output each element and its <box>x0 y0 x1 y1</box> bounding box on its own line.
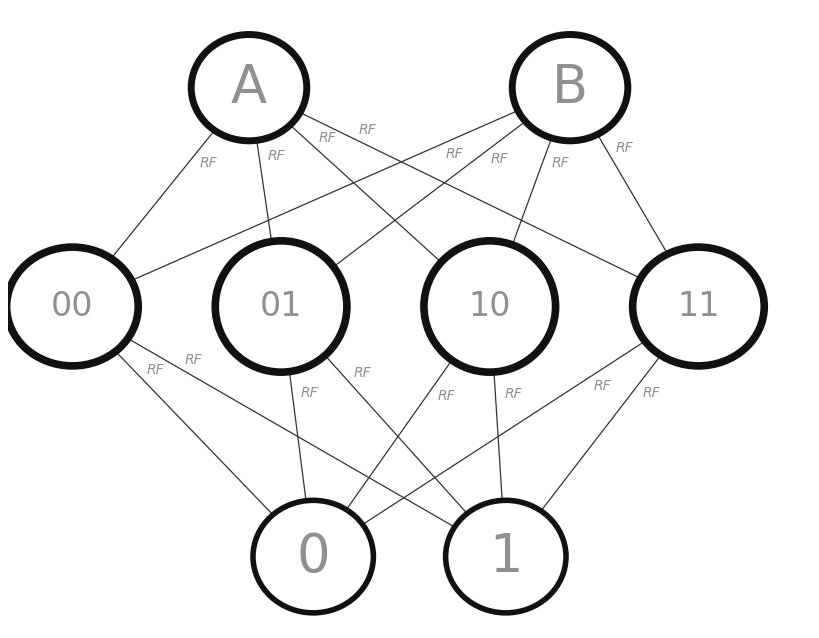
Text: RF: RF <box>199 156 217 170</box>
Text: RF: RF <box>491 152 509 167</box>
Text: A: A <box>231 62 267 114</box>
Ellipse shape <box>446 500 566 613</box>
Ellipse shape <box>632 247 764 366</box>
Text: 01: 01 <box>260 290 302 323</box>
Text: RF: RF <box>505 387 522 401</box>
Text: RF: RF <box>301 385 319 399</box>
Text: 11: 11 <box>677 290 720 323</box>
Text: RF: RF <box>446 147 463 161</box>
Ellipse shape <box>512 34 628 141</box>
Text: RF: RF <box>593 380 611 394</box>
Text: RF: RF <box>268 149 286 163</box>
Text: RF: RF <box>185 353 203 367</box>
Text: RF: RF <box>552 156 569 170</box>
Text: 00: 00 <box>51 290 93 323</box>
Ellipse shape <box>215 241 347 372</box>
Ellipse shape <box>7 247 138 366</box>
Text: RF: RF <box>353 366 371 380</box>
Ellipse shape <box>253 500 373 613</box>
Text: 10: 10 <box>468 290 511 323</box>
Text: 0: 0 <box>296 531 330 582</box>
Text: B: B <box>552 62 588 114</box>
Text: RF: RF <box>146 363 164 377</box>
Text: RF: RF <box>643 386 661 400</box>
Ellipse shape <box>191 34 307 141</box>
Text: 1: 1 <box>489 531 523 582</box>
Text: RF: RF <box>615 140 633 154</box>
Text: RF: RF <box>319 131 337 145</box>
Ellipse shape <box>424 241 555 372</box>
Text: RF: RF <box>359 122 377 137</box>
Text: RF: RF <box>437 389 455 403</box>
